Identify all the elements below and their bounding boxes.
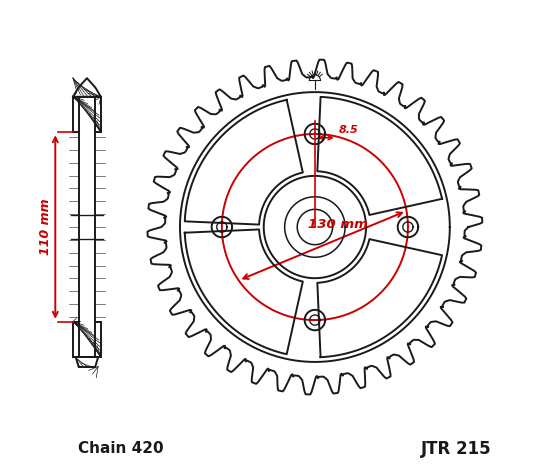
Text: 8.5: 8.5 (339, 125, 359, 135)
Text: Chain 420: Chain 420 (78, 441, 164, 456)
Text: 130 mm: 130 mm (308, 218, 368, 231)
Text: JTR 215: JTR 215 (421, 440, 492, 458)
Text: 110 mm: 110 mm (39, 199, 52, 256)
